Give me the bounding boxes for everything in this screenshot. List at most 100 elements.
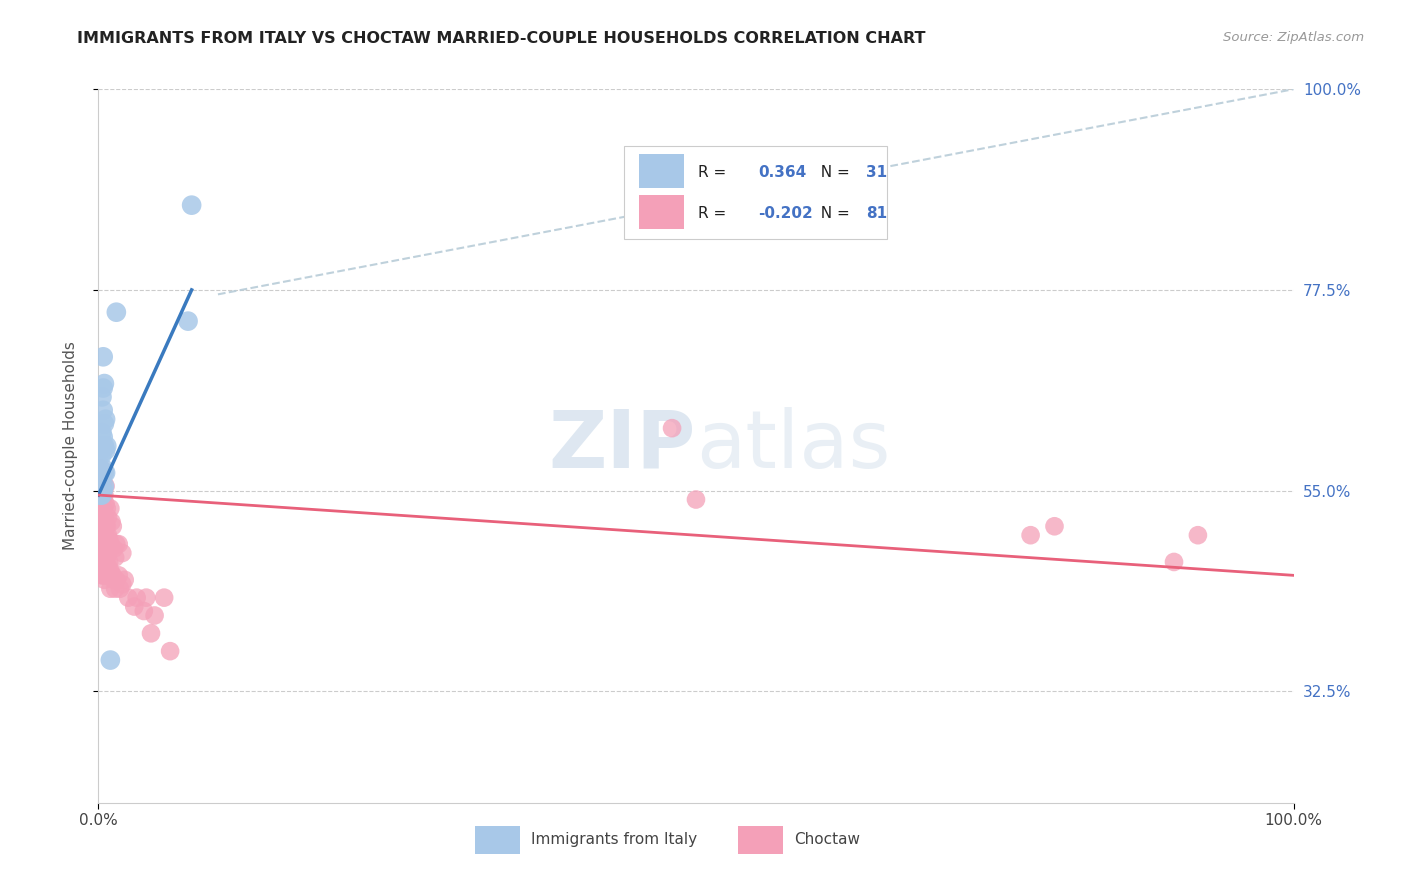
Point xyxy=(159,644,181,658)
Point xyxy=(132,604,155,618)
Point xyxy=(103,541,125,556)
Point xyxy=(101,519,124,533)
Point xyxy=(91,533,114,547)
Point xyxy=(125,591,148,605)
Point xyxy=(1043,519,1066,533)
Point xyxy=(93,376,115,391)
Point xyxy=(91,501,114,516)
Point xyxy=(124,599,146,614)
Point xyxy=(94,497,117,511)
Point xyxy=(93,573,115,587)
Point xyxy=(139,626,162,640)
Point xyxy=(96,537,118,551)
Point xyxy=(105,305,128,319)
Point xyxy=(90,488,112,502)
Point xyxy=(93,528,115,542)
Point xyxy=(91,550,114,565)
Point xyxy=(91,403,114,417)
Point xyxy=(90,519,112,533)
Point xyxy=(91,519,114,533)
Point xyxy=(108,582,131,596)
Point xyxy=(114,573,136,587)
Point xyxy=(91,537,114,551)
Point xyxy=(91,488,114,502)
Point xyxy=(1019,528,1042,542)
Point xyxy=(89,519,111,533)
Point xyxy=(98,501,122,516)
Point xyxy=(89,461,111,475)
Point xyxy=(107,568,129,582)
Point xyxy=(91,568,114,582)
FancyBboxPatch shape xyxy=(638,153,685,188)
Point xyxy=(97,559,120,574)
Point xyxy=(93,559,115,574)
Point xyxy=(90,461,112,475)
Point xyxy=(96,439,118,453)
Text: N =: N = xyxy=(811,205,855,220)
Point xyxy=(91,381,114,395)
Point xyxy=(93,510,115,524)
Point xyxy=(94,479,117,493)
Point xyxy=(93,479,115,493)
Point xyxy=(93,417,115,431)
Point xyxy=(93,488,115,502)
Point xyxy=(1163,555,1185,569)
Point xyxy=(90,488,112,502)
Point xyxy=(94,443,117,458)
Point xyxy=(153,591,176,605)
Point xyxy=(91,430,114,444)
Point xyxy=(93,439,115,453)
Point xyxy=(105,537,128,551)
FancyBboxPatch shape xyxy=(638,194,685,228)
Y-axis label: Married-couple Households: Married-couple Households xyxy=(63,342,77,550)
Point xyxy=(104,550,127,565)
Point xyxy=(91,390,114,404)
Point xyxy=(91,555,114,569)
Point xyxy=(89,479,111,493)
Text: Immigrants from Italy: Immigrants from Italy xyxy=(531,832,697,847)
Point xyxy=(89,537,111,551)
Text: 81: 81 xyxy=(866,205,887,220)
Point xyxy=(107,537,129,551)
Text: IMMIGRANTS FROM ITALY VS CHOCTAW MARRIED-COUPLE HOUSEHOLDS CORRELATION CHART: IMMIGRANTS FROM ITALY VS CHOCTAW MARRIED… xyxy=(77,31,925,46)
Text: R =: R = xyxy=(699,205,731,220)
Text: 0.364: 0.364 xyxy=(758,165,807,180)
Text: Choctaw: Choctaw xyxy=(794,832,860,847)
Point xyxy=(89,488,111,502)
Point xyxy=(91,483,114,498)
Point xyxy=(89,506,111,520)
Point xyxy=(90,443,112,458)
Point xyxy=(98,555,121,569)
Point xyxy=(117,591,139,605)
Point xyxy=(100,515,122,529)
Point xyxy=(104,582,127,596)
Point xyxy=(103,573,125,587)
Text: 31: 31 xyxy=(866,165,887,180)
Point xyxy=(661,421,683,435)
Point xyxy=(91,488,114,502)
Point xyxy=(90,550,112,565)
Point xyxy=(91,425,114,440)
Point xyxy=(96,564,118,578)
Point xyxy=(94,412,117,426)
Point xyxy=(97,546,120,560)
Text: ZIP: ZIP xyxy=(548,407,696,485)
Point xyxy=(135,591,157,605)
Point xyxy=(91,350,114,364)
FancyBboxPatch shape xyxy=(738,826,783,855)
Point xyxy=(96,501,118,516)
Point xyxy=(98,582,122,596)
Point xyxy=(91,470,114,484)
Point xyxy=(177,314,200,328)
Point xyxy=(90,501,112,516)
Point xyxy=(91,519,114,533)
Point xyxy=(98,653,122,667)
FancyBboxPatch shape xyxy=(475,826,520,855)
Point xyxy=(94,568,117,582)
Point xyxy=(97,510,120,524)
Point xyxy=(94,519,117,533)
Text: -0.202: -0.202 xyxy=(758,205,813,220)
Point xyxy=(91,475,114,489)
Point xyxy=(90,475,112,489)
Text: Source: ZipAtlas.com: Source: ZipAtlas.com xyxy=(1223,31,1364,45)
